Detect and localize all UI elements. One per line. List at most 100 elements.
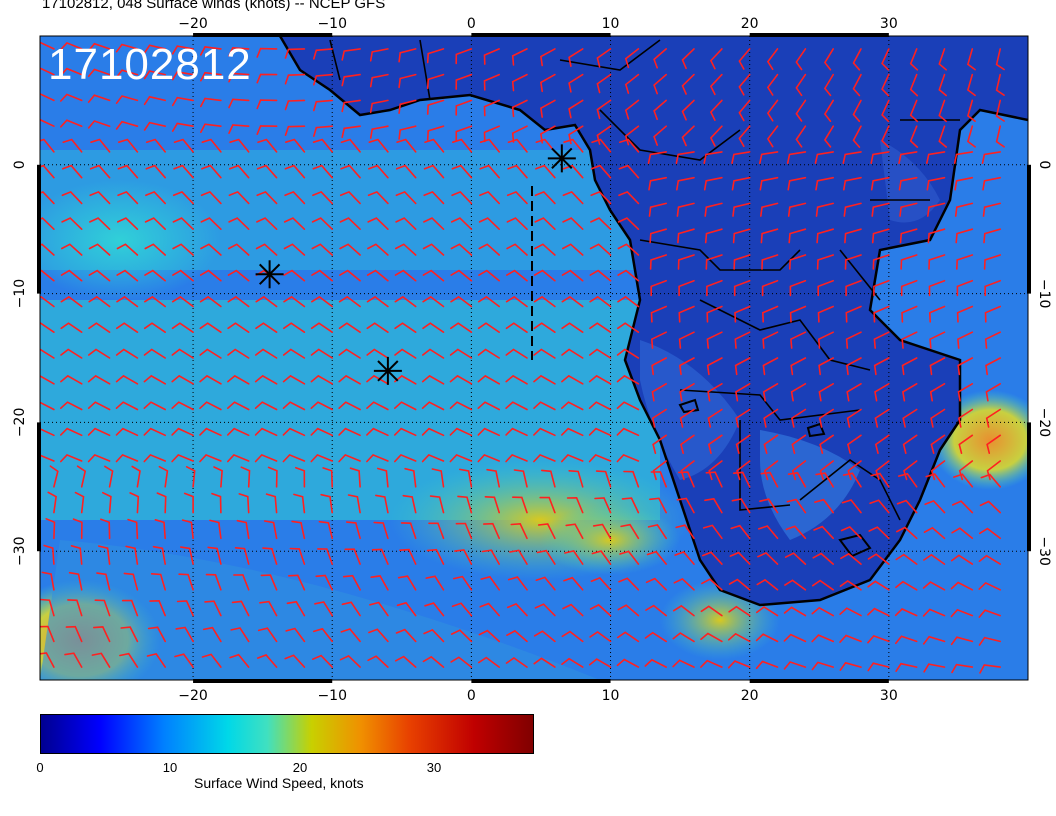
wind-barb — [588, 658, 612, 668]
wind-barb — [929, 383, 946, 402]
wind-barb — [505, 348, 528, 359]
wind-barb — [505, 401, 528, 411]
wind-barb — [839, 634, 862, 643]
wind-barb — [201, 653, 222, 668]
wind-barb — [839, 661, 862, 671]
lat-tick-right-0: 0 — [1036, 160, 1052, 169]
wind-barb — [283, 269, 306, 282]
wind-barb — [700, 605, 723, 617]
asterisk-marker — [255, 260, 284, 289]
wind-barb — [763, 408, 779, 428]
wind-barb — [60, 427, 83, 437]
wind-barb — [459, 468, 473, 488]
wind-barb — [590, 217, 612, 230]
wind-barb — [115, 453, 139, 463]
wind-barb — [950, 636, 974, 646]
wind-barb — [40, 374, 55, 385]
wind-barb — [616, 658, 640, 668]
wind-barb — [732, 228, 751, 244]
wind-barb — [455, 73, 473, 90]
wind-barb — [561, 322, 584, 333]
wind-barb — [761, 254, 779, 270]
wind-barb — [985, 408, 1001, 428]
wind-barb — [596, 73, 612, 94]
wind-barb — [881, 125, 890, 148]
wind-barb — [896, 526, 918, 540]
wind-barb — [673, 577, 695, 591]
wind-barb — [589, 295, 612, 308]
wind-barb — [200, 71, 222, 82]
wind-barb — [366, 295, 389, 308]
wind-barb — [422, 655, 445, 668]
wind-barb — [145, 190, 166, 205]
wind-barb — [651, 383, 667, 402]
wind-barb — [928, 305, 946, 323]
wind-barb — [342, 574, 361, 591]
wind-barb — [117, 190, 139, 205]
wind-barb — [881, 48, 890, 71]
wind-barb — [76, 465, 87, 488]
wind-barb — [707, 383, 723, 402]
wind-barb — [709, 99, 723, 121]
wind-barb — [423, 628, 445, 643]
wind-barb — [619, 138, 640, 153]
wind-barb — [874, 408, 890, 428]
wind-barb — [902, 408, 918, 428]
wind-barb — [312, 654, 333, 668]
wind-barb — [922, 608, 946, 617]
wind-barb — [823, 73, 834, 97]
wind-barb — [812, 552, 834, 565]
wind-barb — [589, 269, 612, 282]
wind-barb — [227, 401, 250, 411]
wind-barb — [172, 217, 194, 230]
wind-barb — [732, 202, 751, 217]
wind-barb — [506, 190, 528, 205]
wind-barb — [534, 190, 556, 205]
wind-barb — [143, 121, 166, 131]
wind-barb — [811, 634, 834, 643]
wind-barb — [88, 322, 111, 333]
wind-barb — [40, 164, 55, 179]
wind-barb — [115, 348, 139, 359]
wind-barb — [199, 295, 222, 308]
wind-barb — [871, 228, 890, 244]
wind-barb — [40, 427, 55, 437]
wind-barb — [285, 627, 306, 643]
wind-barb — [592, 523, 612, 540]
wind-barb — [282, 427, 306, 437]
wind-barb — [394, 655, 417, 668]
wind-barb — [143, 453, 166, 463]
wind-barb — [561, 374, 584, 385]
wind-barb — [310, 427, 333, 437]
wind-barb — [154, 519, 166, 540]
lon-tick-bottom-0: −20 — [178, 688, 208, 704]
wind-barb — [144, 295, 166, 308]
wind-barb — [986, 434, 1001, 454]
wind-barb — [562, 190, 584, 205]
wind-barb — [506, 629, 528, 643]
wind-barb — [795, 99, 807, 122]
wind-barb — [867, 607, 890, 617]
wind-barb — [541, 469, 556, 488]
wind-barb — [561, 348, 584, 359]
wind-barb — [397, 575, 417, 591]
wind-barb — [338, 348, 361, 359]
wind-barb — [839, 607, 862, 617]
wind-barb — [199, 453, 222, 463]
wind-barb — [394, 348, 417, 359]
wind-barb — [310, 348, 333, 359]
wind-barb — [617, 631, 640, 643]
wind-barb — [394, 427, 417, 437]
wind-barb — [283, 243, 306, 256]
wind-barb — [478, 656, 500, 668]
wind-barb — [562, 164, 584, 179]
wind-barb — [535, 138, 556, 153]
wind-barb — [452, 138, 473, 153]
wind-barb — [479, 190, 500, 205]
wind-barb — [966, 73, 976, 97]
wind-barb — [756, 606, 779, 617]
lat-tick-right-1: −10 — [1036, 279, 1052, 309]
wind-barb — [120, 626, 139, 643]
wind-barb — [789, 279, 807, 297]
wind-barb — [978, 581, 1001, 591]
